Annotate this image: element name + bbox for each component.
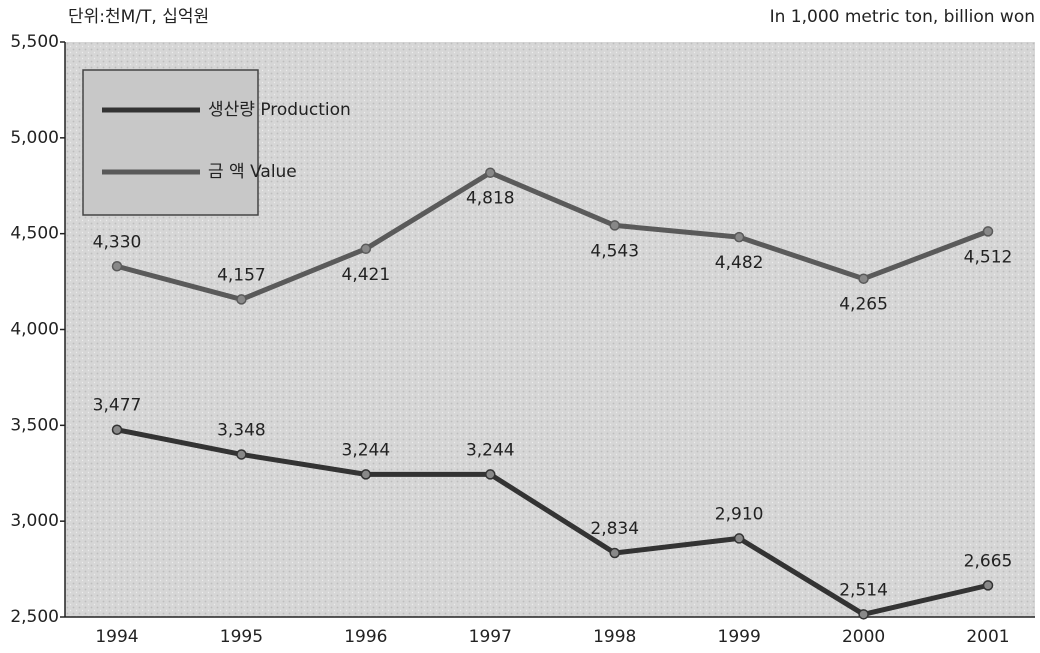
x-tick-label: 1998 bbox=[593, 627, 636, 647]
unit-label-en: In 1,000 metric ton, billion won bbox=[770, 7, 1035, 27]
x-tick-label: 2001 bbox=[966, 627, 1009, 647]
data-point bbox=[236, 449, 247, 460]
data-label: 4,512 bbox=[964, 247, 1013, 267]
data-label: 3,477 bbox=[93, 396, 142, 416]
data-label: 4,543 bbox=[590, 241, 639, 261]
data-label: 3,244 bbox=[466, 440, 515, 460]
data-label: 4,157 bbox=[217, 265, 266, 285]
y-tick-label: 4,000 bbox=[10, 320, 59, 340]
data-point bbox=[858, 273, 869, 284]
data-label: 4,482 bbox=[715, 253, 764, 273]
x-tick-label: 1997 bbox=[469, 627, 512, 647]
series-line bbox=[116, 170, 989, 302]
legend-label: 금 액 Value bbox=[208, 162, 297, 182]
x-tick-label: 1999 bbox=[718, 627, 761, 647]
y-tick-label: 3,500 bbox=[10, 415, 59, 435]
data-label: 3,348 bbox=[217, 420, 266, 440]
data-label: 4,330 bbox=[93, 232, 142, 252]
data-label: 4,265 bbox=[839, 295, 888, 315]
data-point bbox=[609, 220, 620, 231]
series-line bbox=[116, 427, 989, 617]
data-label: 4,421 bbox=[342, 265, 391, 285]
data-label: 2,665 bbox=[964, 551, 1013, 571]
x-tick-label: 2000 bbox=[842, 627, 885, 647]
y-tick-label: 2,500 bbox=[10, 607, 59, 627]
data-point bbox=[485, 167, 496, 178]
data-label: 2,514 bbox=[839, 580, 888, 600]
data-point bbox=[982, 580, 994, 591]
data-point bbox=[609, 547, 620, 559]
data-label: 4,818 bbox=[466, 189, 515, 209]
y-tick-label: 3,000 bbox=[10, 511, 59, 531]
data-label: 3,244 bbox=[342, 440, 391, 460]
data-point bbox=[982, 226, 994, 237]
data-label: 2,910 bbox=[715, 504, 764, 524]
data-point bbox=[360, 243, 372, 255]
data-point bbox=[733, 533, 745, 544]
x-tick-label: 1996 bbox=[344, 627, 387, 647]
unit-label: 단위:천M/T, 십억원 bbox=[68, 7, 209, 27]
x-tick-label: 1995 bbox=[220, 627, 263, 647]
legend-box bbox=[82, 69, 259, 216]
data-point bbox=[858, 609, 869, 620]
y-tick-label: 5,500 bbox=[10, 32, 59, 52]
y-tick-label: 4,500 bbox=[10, 224, 59, 244]
data-point bbox=[236, 294, 247, 305]
data-point bbox=[111, 424, 123, 435]
data-point bbox=[111, 261, 123, 272]
data-point bbox=[485, 469, 496, 480]
legend-label: 생산량 Production bbox=[208, 100, 351, 120]
data-point bbox=[733, 231, 745, 243]
x-tick-label: 1994 bbox=[95, 627, 138, 647]
data-point bbox=[360, 469, 372, 480]
y-tick-label: 5,000 bbox=[10, 128, 59, 148]
data-label: 2,834 bbox=[590, 519, 639, 539]
